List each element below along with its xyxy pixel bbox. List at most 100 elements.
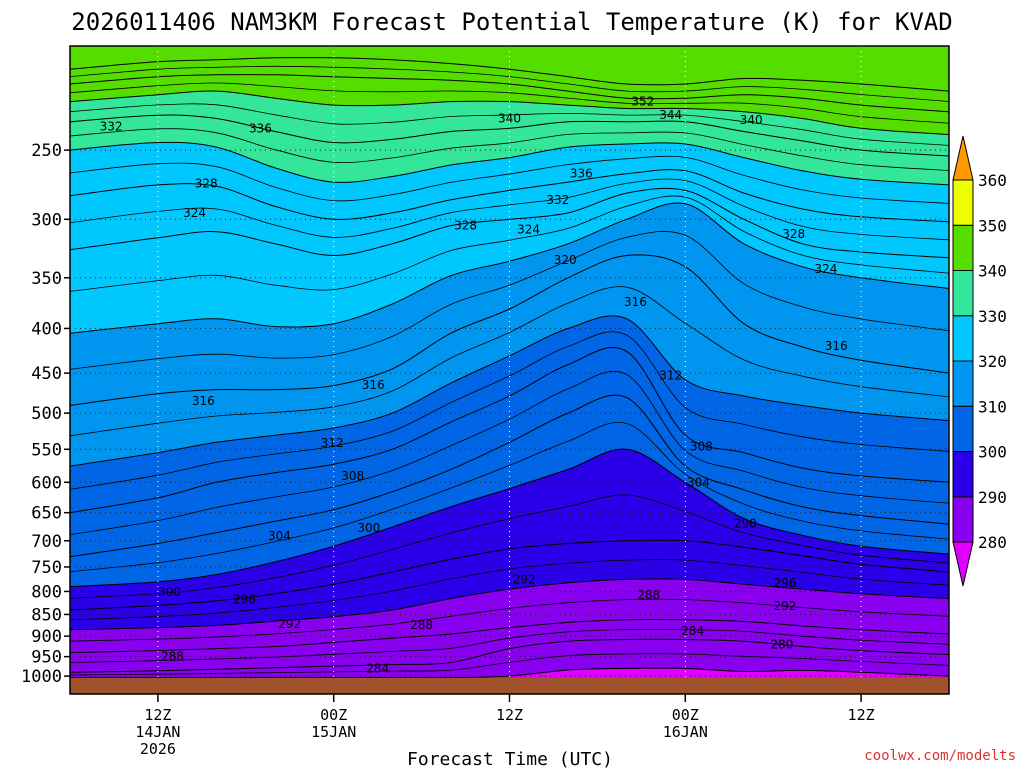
isentrope-310 <box>70 331 949 490</box>
contour-label: 290 <box>734 517 757 531</box>
x-axis-title: Forecast Time (UTC) <box>407 749 613 768</box>
isentrope-324 <box>70 187 949 259</box>
y-tick-label: 550 <box>31 440 62 460</box>
y-tick-label: 900 <box>31 627 62 647</box>
x-tick-label: 16JAN <box>663 723 708 741</box>
y-tick-label: 250 <box>31 141 62 161</box>
isentrope-314 <box>70 286 949 437</box>
chart-title: 2026011406 NAM3KM Forecast Potential Tem… <box>71 8 952 36</box>
colorbar-segment <box>952 496 974 543</box>
contour-label: 308 <box>690 440 713 454</box>
contour-label: 324 <box>183 206 206 220</box>
y-tick-label: 450 <box>31 364 62 384</box>
contour-label: 336 <box>570 167 593 181</box>
contour-label: 292 <box>278 617 301 631</box>
y-tick-label: 650 <box>31 504 62 524</box>
isentrope-304 <box>70 394 949 558</box>
ground-surface <box>70 678 949 694</box>
x-tick-label: 14JAN <box>135 723 180 741</box>
contour-label: 288 <box>161 650 184 664</box>
contour-label: 328 <box>782 227 805 241</box>
pressure-axis: 2503003504004505005506006507007508008509… <box>21 141 70 687</box>
contour-label: 292 <box>773 599 796 613</box>
contour-label: 328 <box>454 219 477 233</box>
isentrope-284 <box>70 638 949 673</box>
contour-label: 316 <box>192 394 215 408</box>
contour-label: 292 <box>513 572 536 586</box>
isentrope-288 <box>70 619 949 654</box>
contour-label: 340 <box>740 113 763 127</box>
isentrope-322 <box>70 195 949 292</box>
contour-label: 296 <box>233 592 256 606</box>
colorbar: 280 290 300 310 320 330 340 350 360 <box>952 135 1007 587</box>
isentrope-lines <box>70 57 949 678</box>
isentrope-292 <box>70 578 949 631</box>
x-tick-label: 12Z <box>144 706 171 724</box>
contour-label: 304 <box>268 529 291 543</box>
contour-label: 300 <box>158 585 181 599</box>
contour-label: 344 <box>659 108 682 122</box>
colorbar-segment <box>952 405 974 452</box>
y-tick-label: 850 <box>31 605 62 625</box>
isentrope-286 <box>70 628 949 663</box>
x-tick-label: 12Z <box>496 706 523 724</box>
isentrope-316 <box>70 254 949 406</box>
colorbar-max-arrow <box>952 135 974 181</box>
isentrope-300 <box>70 448 949 588</box>
x-tick-label: 15JAN <box>311 723 356 741</box>
isentrope-318 <box>70 231 949 370</box>
colorbar-label: 330 <box>978 307 1007 326</box>
x-tick-label: 00Z <box>672 706 699 724</box>
isentrope-338 <box>70 103 949 146</box>
isentrope-298 <box>70 494 949 599</box>
colorbar-label: 300 <box>978 443 1007 462</box>
colorbar-label: 340 <box>978 262 1007 281</box>
contour-label: 300 <box>357 521 380 535</box>
contour-label: 336 <box>249 121 272 135</box>
grid-lines <box>70 46 949 678</box>
x-tick-label: 00Z <box>320 706 347 724</box>
contour-label: 308 <box>341 469 364 483</box>
isentrope-306 <box>70 370 949 536</box>
colorbar-label: 350 <box>978 216 1007 235</box>
contour-label: 332 <box>100 120 123 134</box>
contour-label: 316 <box>825 339 848 353</box>
contour-label: 324 <box>814 262 837 276</box>
y-tick-label: 400 <box>31 319 62 339</box>
colorbar-segment <box>952 315 974 362</box>
y-tick-label: 800 <box>31 582 62 602</box>
contour-label: 316 <box>624 295 647 309</box>
contour-label: 284 <box>366 661 389 675</box>
colorbar-segment <box>952 360 974 407</box>
contour-label: 288 <box>410 618 433 632</box>
y-tick-label: 600 <box>31 473 62 493</box>
isentrope-294 <box>70 559 949 621</box>
contour-label: 340 <box>498 111 521 125</box>
isentrope-342 <box>70 82 949 124</box>
colorbar-label: 320 <box>978 352 1007 371</box>
x-tick-label: 12Z <box>848 706 875 724</box>
contour-label: 316 <box>362 378 385 392</box>
colorbar-label: 280 <box>978 533 1007 552</box>
contour-label: 312 <box>659 369 682 383</box>
isentrope-330 <box>70 155 949 204</box>
contour-label: 284 <box>681 624 704 638</box>
isentrope-344 <box>70 74 949 113</box>
y-tick-label: 500 <box>31 404 62 424</box>
y-tick-label: 700 <box>31 532 62 552</box>
y-tick-label: 350 <box>31 269 62 289</box>
isentrope-334 <box>70 128 949 171</box>
isentrope-336 <box>70 114 949 157</box>
contour-label: 352 <box>631 95 654 109</box>
x-tick-label: 2026 <box>140 740 176 758</box>
y-tick-label: 750 <box>31 558 62 578</box>
y-tick-label: 1000 <box>21 667 62 687</box>
watermark: coolwx.com/modelts <box>864 748 1016 764</box>
isentrope-348 <box>70 57 949 92</box>
contour-label: 296 <box>773 576 796 590</box>
isentrope-302 <box>70 422 949 573</box>
isentrope-328 <box>70 169 949 223</box>
